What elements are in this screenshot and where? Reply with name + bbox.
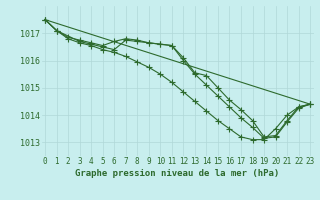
X-axis label: Graphe pression niveau de la mer (hPa): Graphe pression niveau de la mer (hPa)	[76, 169, 280, 178]
